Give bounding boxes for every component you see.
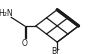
Text: O: O <box>22 39 28 48</box>
Text: Br: Br <box>51 47 60 54</box>
Text: H₂N: H₂N <box>0 9 12 18</box>
